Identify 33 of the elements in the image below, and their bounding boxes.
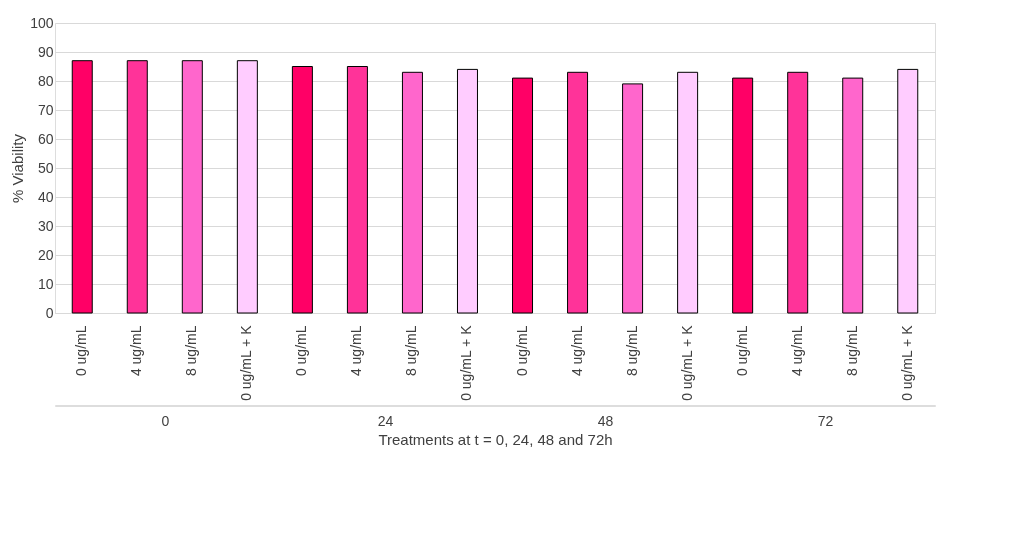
x-tick-label: 0 ug/mL + K xyxy=(238,324,255,401)
y-tick-label: 50 xyxy=(37,159,54,176)
y-tick-label: 90 xyxy=(37,43,54,60)
x-tick-label: 0 ug/mL xyxy=(73,325,90,377)
x-tick-label: 8 ug/mL xyxy=(623,325,640,377)
y-tick-label: 40 xyxy=(37,188,54,205)
x-tick-label: 4 ug/mL xyxy=(128,325,145,377)
x-tick-label: 0 ug/mL xyxy=(733,325,750,377)
y-tick-label: 100 xyxy=(30,14,54,31)
y-tick-label: 0 xyxy=(45,304,54,321)
text: 72 xyxy=(817,412,834,429)
x-tick-label: 4 ug/mL xyxy=(348,325,365,377)
x-tick-label: 0 ug/mL + K xyxy=(678,324,695,401)
x-tick-label: 4 ug/mL xyxy=(568,325,585,377)
text: 48 xyxy=(597,412,614,429)
x-tick-label: 8 ug/mL xyxy=(403,325,420,377)
text: 0 xyxy=(161,412,170,429)
x-tick-label: 0 ug/mL + K xyxy=(898,324,915,401)
x-tick-label: 0 ug/mL + K xyxy=(458,324,475,401)
y-tick-label: 20 xyxy=(37,246,54,263)
x-tick-label: 0 ug/mL xyxy=(293,325,310,377)
x-tick-label: 0 ug/mL xyxy=(513,325,530,377)
y-tick-label: 80 xyxy=(37,72,54,89)
y-tick-label: 10 xyxy=(37,275,54,292)
x-tick-label: 8 ug/mL xyxy=(843,325,860,377)
x-tick-label: 8 ug/mL xyxy=(183,325,200,377)
x-tick-label: 4 ug/mL xyxy=(788,325,805,377)
text: 24 xyxy=(377,412,394,429)
x-axis-title: Treatments at t = 0, 24, 48 and 72h xyxy=(378,430,613,448)
y-tick-label: 30 xyxy=(37,217,54,234)
y-axis-title: % Viability xyxy=(9,133,27,203)
y-tick-label: 60 xyxy=(37,130,54,147)
y-tick-label: 70 xyxy=(37,101,54,118)
